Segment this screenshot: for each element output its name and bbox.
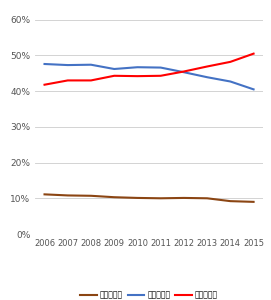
第二次産業 xyxy=(89,63,93,67)
第三次産業 xyxy=(252,52,255,56)
第一次産業 xyxy=(112,195,116,199)
第三次産業 xyxy=(229,60,232,64)
第一次産業 xyxy=(205,196,209,200)
第二次産業 xyxy=(66,63,69,67)
第二次産業 xyxy=(43,62,46,66)
第三次産業 xyxy=(159,74,162,78)
第一次産業 xyxy=(43,193,46,196)
第二次産業 xyxy=(112,67,116,71)
Legend: 第一次産業, 第二次産業, 第三次産業: 第一次産業, 第二次産業, 第三次産業 xyxy=(77,287,221,300)
第一次産業 xyxy=(136,196,139,200)
第三次産業 xyxy=(136,74,139,78)
第二次産業 xyxy=(252,88,255,91)
第一次産業 xyxy=(252,200,255,204)
第三次産業 xyxy=(205,65,209,68)
第一次産業 xyxy=(66,194,69,197)
第一次産業 xyxy=(159,196,162,200)
第三次産業 xyxy=(112,74,116,78)
第三次産業 xyxy=(89,79,93,82)
第二次産業 xyxy=(229,80,232,83)
第二次産業 xyxy=(182,70,186,74)
第三次産業 xyxy=(43,83,46,86)
第二次産業 xyxy=(136,65,139,69)
第一次産業 xyxy=(229,199,232,203)
第三次産業 xyxy=(66,79,69,82)
Line: 第一次産業: 第一次産業 xyxy=(44,194,254,202)
Line: 第二次産業: 第二次産業 xyxy=(44,64,254,89)
Line: 第三次産業: 第三次産業 xyxy=(44,54,254,85)
第三次産業 xyxy=(182,70,186,73)
第二次産業 xyxy=(159,66,162,69)
第一次産業 xyxy=(182,196,186,200)
第一次産業 xyxy=(89,194,93,198)
第二次産業 xyxy=(205,75,209,79)
